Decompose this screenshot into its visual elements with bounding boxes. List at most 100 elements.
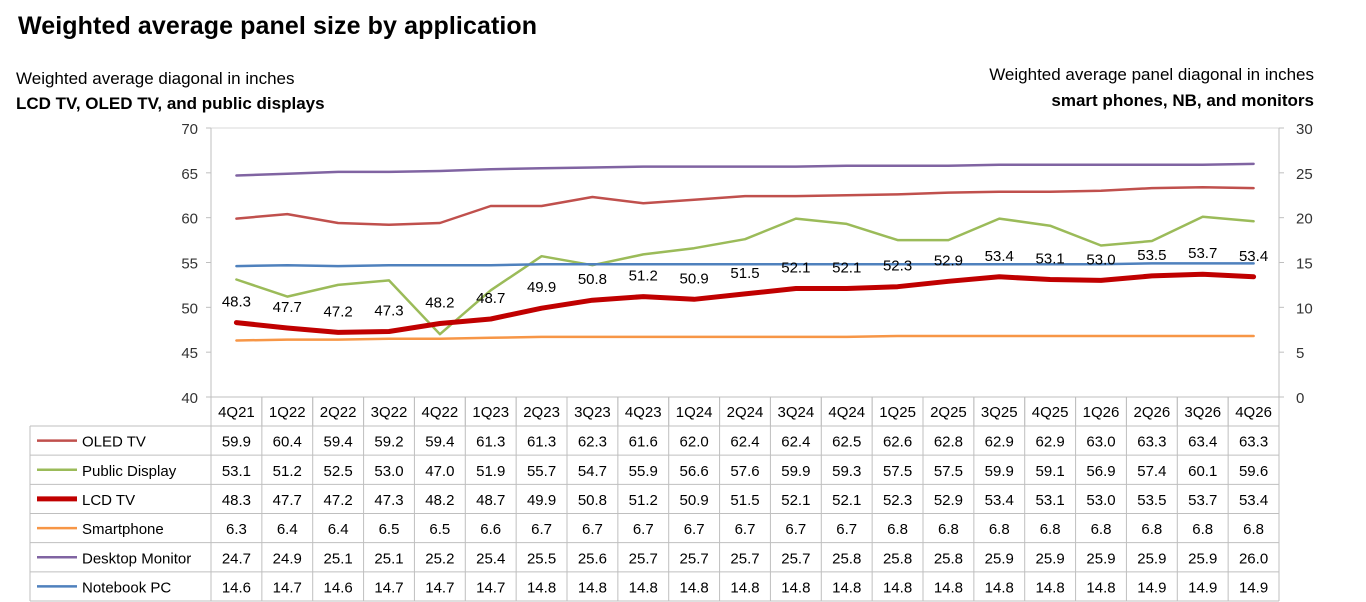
table-value: 6.8 xyxy=(1243,521,1264,538)
data-label-lcd-tv: 53.5 xyxy=(1137,247,1166,264)
table-value: 6.8 xyxy=(887,521,908,538)
data-table: 4Q21 1Q22 2Q22 3Q22 4Q22 1Q23 2Q23 3Q23 4Q23 1Q24… xyxy=(29,396,1280,602)
table-value: 53.1 xyxy=(222,463,251,480)
table-value: 6.7 xyxy=(531,521,552,538)
right-axis-tick-label: 0 xyxy=(1296,390,1304,407)
table-value: 6.7 xyxy=(836,521,857,538)
table-value: 62.4 xyxy=(781,434,810,451)
category-label: 2Q22 xyxy=(320,404,357,421)
table-value: 56.9 xyxy=(1086,463,1115,480)
table-value: 57.6 xyxy=(730,463,759,480)
category-label: 2Q24 xyxy=(727,404,764,421)
table-value: 59.9 xyxy=(985,463,1014,480)
legend-label-notebook-pc: Notebook PC xyxy=(82,579,171,596)
table-value: 14.7 xyxy=(374,579,403,596)
data-label-lcd-tv: 50.9 xyxy=(680,270,709,287)
table-value: 62.4 xyxy=(730,434,759,451)
category-label: 1Q22 xyxy=(269,404,306,421)
table-value: 25.9 xyxy=(985,550,1014,567)
table-value: 51.9 xyxy=(476,463,505,480)
table-value: 47.2 xyxy=(324,492,353,509)
table-value: 52.3 xyxy=(883,492,912,509)
table-value: 6.8 xyxy=(1141,521,1162,538)
data-label-lcd-tv: 52.9 xyxy=(934,252,963,269)
table-value: 62.6 xyxy=(883,434,912,451)
left-axis-tick-label: 40 xyxy=(181,390,198,407)
table-value: 47.7 xyxy=(273,492,302,509)
series-line-lcd-tv xyxy=(233,271,1257,335)
table-value: 53.7 xyxy=(1188,492,1217,509)
table-value: 25.6 xyxy=(578,550,607,567)
category-label: 4Q22 xyxy=(422,404,459,421)
data-label-lcd-tv: 53.4 xyxy=(985,248,1014,265)
table-value: 14.8 xyxy=(832,579,861,596)
table-value: 59.2 xyxy=(374,434,403,451)
table-value: 52.1 xyxy=(832,492,861,509)
category-label: 3Q23 xyxy=(574,404,611,421)
table-value: 24.7 xyxy=(222,550,251,567)
chart-title: Weighted average panel size by applicati… xyxy=(18,12,538,40)
table-value: 63.3 xyxy=(1239,434,1268,451)
data-label-lcd-tv: 47.3 xyxy=(374,303,403,320)
table-value: 60.1 xyxy=(1188,463,1217,480)
category-label: 4Q26 xyxy=(1235,404,1272,421)
table-value: 53.0 xyxy=(374,463,403,480)
table-value: 6.8 xyxy=(1040,521,1061,538)
category-label: 3Q26 xyxy=(1184,404,1221,421)
table-value: 25.9 xyxy=(1036,550,1065,567)
table-value: 53.1 xyxy=(1036,492,1065,509)
category-label: 1Q25 xyxy=(879,404,916,421)
category-label: 4Q23 xyxy=(625,404,662,421)
data-label-lcd-tv: 53.0 xyxy=(1086,251,1115,268)
series-line-desktop-monitor xyxy=(235,162,1255,177)
table-value: 14.8 xyxy=(730,579,759,596)
table-value: 25.8 xyxy=(934,550,963,567)
data-label-lcd-tv: 52.1 xyxy=(832,260,861,277)
table-value: 25.1 xyxy=(324,550,353,567)
table-value: 25.9 xyxy=(1137,550,1166,567)
category-label: 4Q25 xyxy=(1032,404,1069,421)
table-value: 53.4 xyxy=(985,492,1014,509)
table-value: 52.9 xyxy=(934,492,963,509)
table-value: 55.7 xyxy=(527,463,556,480)
table-value: 14.7 xyxy=(273,579,302,596)
table-value: 25.7 xyxy=(680,550,709,567)
table-value: 6.7 xyxy=(735,521,756,538)
legend-label-public-display: Public Display xyxy=(82,463,177,480)
table-value: 14.8 xyxy=(985,579,1014,596)
table-value: 62.9 xyxy=(985,434,1014,451)
table-value: 55.9 xyxy=(629,463,658,480)
axes: 40 45 50 55 60 65 70 0 5 10 15 20 25 30 xyxy=(181,121,1312,407)
left-axis-title-line1: Weighted average diagonal in inches xyxy=(16,69,295,88)
right-axis-title: Weighted average panel diagonal in inche… xyxy=(989,62,1314,114)
table-value: 6.7 xyxy=(633,521,654,538)
table-value: 62.0 xyxy=(680,434,709,451)
table-value: 53.4 xyxy=(1239,492,1268,509)
data-label-lcd-tv: 51.2 xyxy=(629,268,658,285)
table-value: 57.4 xyxy=(1137,463,1166,480)
right-axis-tick-label: 20 xyxy=(1296,211,1313,228)
left-axis-tick-label: 55 xyxy=(181,256,198,273)
plot-lines: 48.3 47.7 47.2 47.3 48.2 48.7 49.9 50.8 51.2 50.9… xyxy=(222,162,1268,342)
table-value: 51.5 xyxy=(730,492,759,509)
table-value: 25.7 xyxy=(781,550,810,567)
data-label-lcd-tv: 47.2 xyxy=(324,303,353,320)
right-axis-tick-label: 30 xyxy=(1296,121,1313,138)
legend-label-lcd-tv: LCD TV xyxy=(82,492,135,509)
table-value: 25.7 xyxy=(629,550,658,567)
table-value: 14.8 xyxy=(527,579,556,596)
table-value: 49.9 xyxy=(527,492,556,509)
table-value: 14.8 xyxy=(1086,579,1115,596)
table-value: 14.8 xyxy=(578,579,607,596)
category-label: 1Q24 xyxy=(676,404,713,421)
right-axis-title-line2: smart phones, NB, and monitors xyxy=(1051,91,1314,110)
category-label: 2Q25 xyxy=(930,404,967,421)
table-value: 59.3 xyxy=(832,463,861,480)
table-value: 25.8 xyxy=(832,550,861,567)
table-value: 61.3 xyxy=(527,434,556,451)
table-value: 59.1 xyxy=(1036,463,1065,480)
table-value: 14.6 xyxy=(324,579,353,596)
data-label-lcd-tv: 53.7 xyxy=(1188,245,1217,262)
table-value: 14.8 xyxy=(680,579,709,596)
table-value: 6.7 xyxy=(684,521,705,538)
